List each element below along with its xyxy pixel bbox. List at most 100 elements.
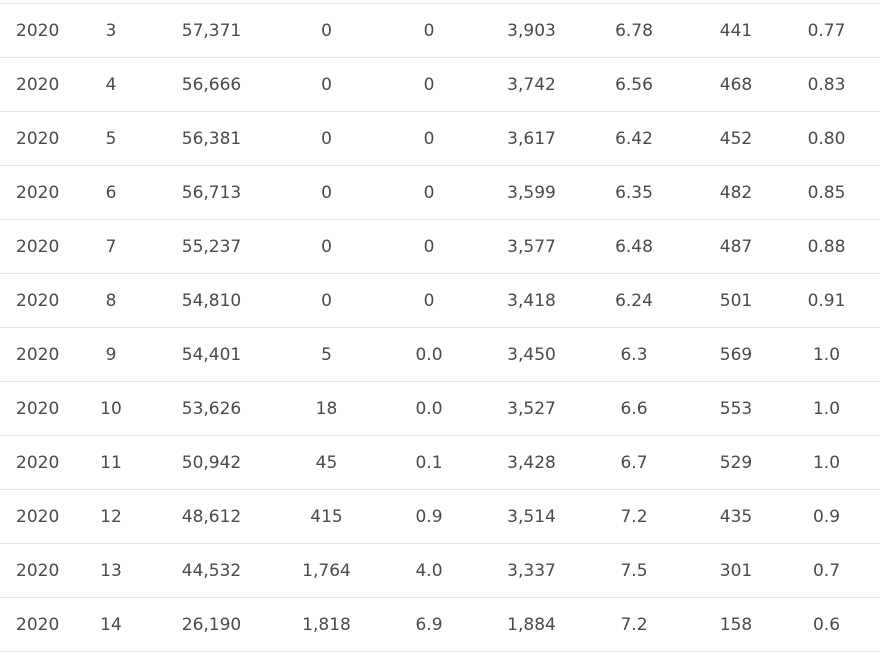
count-b-cell: 45 xyxy=(289,435,364,490)
year-cell: 2020 xyxy=(0,3,88,58)
count-c-cell: 3,418 xyxy=(494,273,569,328)
pct-c-cell: 6.56 xyxy=(569,57,699,112)
pct-d-cell: 0.85 xyxy=(773,165,880,220)
count-d-cell: 301 xyxy=(699,543,773,598)
count-d-cell: 441 xyxy=(699,3,773,58)
pct-b-cell: 0 xyxy=(364,57,494,112)
pct-b-cell: 0 xyxy=(364,219,494,274)
count-c-cell: 3,450 xyxy=(494,327,569,382)
count-d-cell: 553 xyxy=(699,381,773,436)
count-b-cell: 0 xyxy=(289,3,364,58)
table-row: 2020 3 57,371 0 0 3,903 6.78 441 0.77 xyxy=(0,3,880,58)
pct-d-cell: 1.0 xyxy=(773,327,880,382)
count-b-cell: 415 xyxy=(289,489,364,544)
count-b-cell: 1,818 xyxy=(289,597,364,652)
count-a-cell: 48,612 xyxy=(134,489,289,544)
table-row: 2020 13 44,532 1,764 4.0 3,337 7.5 301 0.7 xyxy=(0,543,880,598)
count-c-cell: 3,577 xyxy=(494,219,569,274)
year-cell: 2020 xyxy=(0,435,88,490)
year-cell: 2020 xyxy=(0,111,88,166)
count-b-cell: 0 xyxy=(289,111,364,166)
count-a-cell: 50,942 xyxy=(134,435,289,490)
pct-d-cell: 1.0 xyxy=(773,381,880,436)
week-cell: 8 xyxy=(88,273,134,328)
pct-d-cell: 0.6 xyxy=(773,597,880,652)
pct-c-cell: 7.2 xyxy=(569,597,699,652)
count-d-cell: 501 xyxy=(699,273,773,328)
year-cell: 2020 xyxy=(0,165,88,220)
count-b-cell: 18 xyxy=(289,381,364,436)
count-a-cell: 55,237 xyxy=(134,219,289,274)
pct-c-cell: 6.7 xyxy=(569,435,699,490)
count-b-cell: 5 xyxy=(289,327,364,382)
year-cell: 2020 xyxy=(0,381,88,436)
week-cell: 5 xyxy=(88,111,134,166)
data-table-container: 2020 3 57,371 0 0 3,903 6.78 441 0.77 2020 4 56,666… xyxy=(0,3,880,663)
count-c-cell: 3,337 xyxy=(494,543,569,598)
pct-c-cell: 6.3 xyxy=(569,327,699,382)
pct-b-cell: 0 xyxy=(364,165,494,220)
pct-c-cell: 6.78 xyxy=(569,3,699,58)
count-c-cell: 3,527 xyxy=(494,381,569,436)
count-d-cell: 452 xyxy=(699,111,773,166)
week-cell: 7 xyxy=(88,219,134,274)
count-d-cell: 569 xyxy=(699,327,773,382)
count-c-cell: 3,617 xyxy=(494,111,569,166)
pct-c-cell: 6.6 xyxy=(569,381,699,436)
pct-d-cell: 1.0 xyxy=(773,435,880,490)
year-cell: 2020 xyxy=(0,597,88,652)
week-cell: 10 xyxy=(88,381,134,436)
count-a-cell: 56,381 xyxy=(134,111,289,166)
table-row: 2020 7 55,237 0 0 3,577 6.48 487 0.88 xyxy=(0,219,880,274)
table-row: 2020 5 56,381 0 0 3,617 6.42 452 0.80 xyxy=(0,111,880,166)
pct-b-cell: 0 xyxy=(364,111,494,166)
count-c-cell: 3,742 xyxy=(494,57,569,112)
pct-d-cell: 0.7 xyxy=(773,543,880,598)
pct-d-cell: 0.88 xyxy=(773,219,880,274)
count-a-cell: 54,810 xyxy=(134,273,289,328)
count-a-cell: 57,371 xyxy=(134,3,289,58)
table-row: 2020 11 50,942 45 0.1 3,428 6.7 529 1.0 xyxy=(0,435,880,490)
year-cell: 2020 xyxy=(0,273,88,328)
pct-b-cell: 4.0 xyxy=(364,543,494,598)
count-d-cell: 158 xyxy=(699,597,773,652)
count-a-cell: 56,666 xyxy=(134,57,289,112)
pct-b-cell: 0.1 xyxy=(364,435,494,490)
count-a-cell: 54,401 xyxy=(134,327,289,382)
pct-c-cell: 6.48 xyxy=(569,219,699,274)
count-b-cell: 0 xyxy=(289,165,364,220)
count-a-cell: 26,190 xyxy=(134,597,289,652)
count-c-cell: 3,514 xyxy=(494,489,569,544)
count-a-cell: 53,626 xyxy=(134,381,289,436)
table-row: 2020 4 56,666 0 0 3,742 6.56 468 0.83 xyxy=(0,57,880,112)
week-cell: 11 xyxy=(88,435,134,490)
year-cell: 2020 xyxy=(0,327,88,382)
week-cell: 4 xyxy=(88,57,134,112)
data-table: 2020 3 57,371 0 0 3,903 6.78 441 0.77 2020 4 56,666… xyxy=(0,3,880,652)
count-b-cell: 1,764 xyxy=(289,543,364,598)
week-cell: 13 xyxy=(88,543,134,598)
table-row: 2020 8 54,810 0 0 3,418 6.24 501 0.91 xyxy=(0,273,880,328)
count-b-cell: 0 xyxy=(289,219,364,274)
week-cell: 6 xyxy=(88,165,134,220)
pct-b-cell: 0.0 xyxy=(364,381,494,436)
count-a-cell: 56,713 xyxy=(134,165,289,220)
count-d-cell: 487 xyxy=(699,219,773,274)
count-d-cell: 529 xyxy=(699,435,773,490)
count-b-cell: 0 xyxy=(289,57,364,112)
count-d-cell: 435 xyxy=(699,489,773,544)
pct-b-cell: 0.9 xyxy=(364,489,494,544)
count-c-cell: 3,599 xyxy=(494,165,569,220)
week-cell: 9 xyxy=(88,327,134,382)
year-cell: 2020 xyxy=(0,489,88,544)
pct-b-cell: 6.9 xyxy=(364,597,494,652)
pct-c-cell: 6.24 xyxy=(569,273,699,328)
pct-b-cell: 0.0 xyxy=(364,327,494,382)
count-b-cell: 0 xyxy=(289,273,364,328)
count-d-cell: 482 xyxy=(699,165,773,220)
pct-c-cell: 6.35 xyxy=(569,165,699,220)
table-row: 2020 9 54,401 5 0.0 3,450 6.3 569 1.0 xyxy=(0,327,880,382)
table-row: 2020 14 26,190 1,818 6.9 1,884 7.2 158 0.6 xyxy=(0,597,880,652)
count-a-cell: 44,532 xyxy=(134,543,289,598)
table-body: 2020 3 57,371 0 0 3,903 6.78 441 0.77 2020 4 56,666… xyxy=(0,3,880,652)
